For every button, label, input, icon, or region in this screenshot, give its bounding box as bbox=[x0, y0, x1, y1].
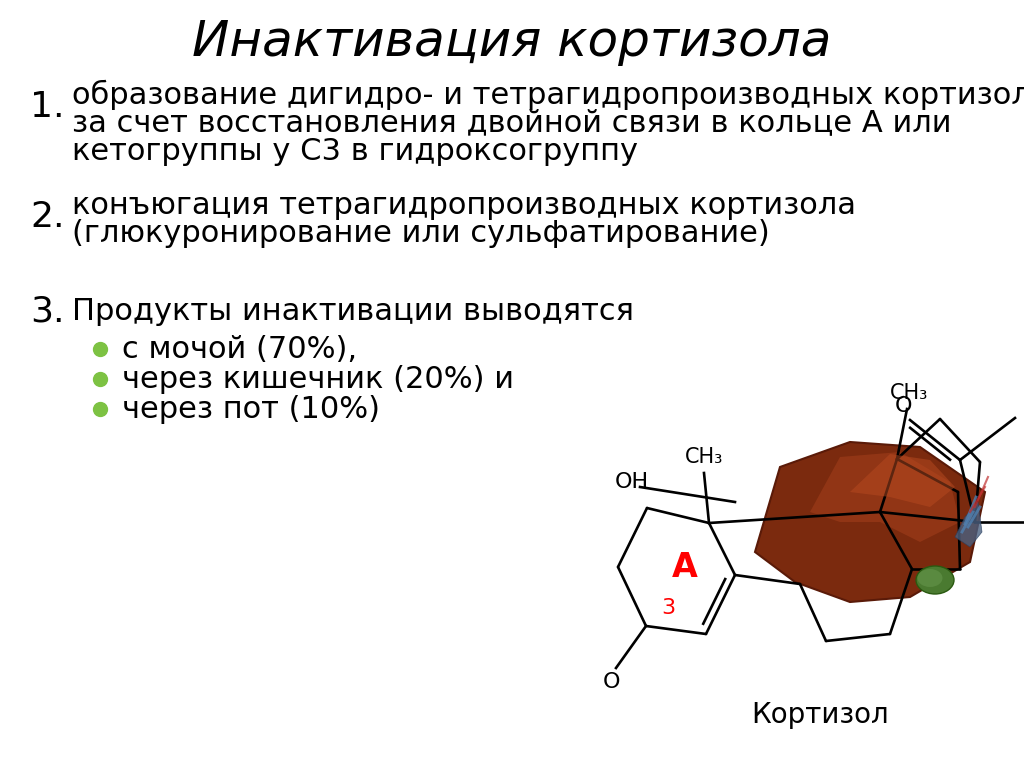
Polygon shape bbox=[955, 502, 982, 547]
Text: через пот (10%): через пот (10%) bbox=[122, 394, 380, 423]
Text: OH: OH bbox=[615, 472, 649, 492]
Text: 1.: 1. bbox=[30, 90, 65, 124]
Text: (глюкуронирование или сульфатирование): (глюкуронирование или сульфатирование) bbox=[72, 219, 770, 248]
Text: с мочой (70%),: с мочой (70%), bbox=[122, 334, 357, 364]
Text: кетогруппы у С3 в гидроксогруппу: кетогруппы у С3 в гидроксогруппу bbox=[72, 137, 638, 166]
Polygon shape bbox=[850, 454, 955, 507]
Text: конъюгация тетрагидропроизводных кортизола: конъюгация тетрагидропроизводных кортизо… bbox=[72, 190, 856, 219]
Ellipse shape bbox=[918, 569, 942, 587]
Text: CH₃: CH₃ bbox=[685, 447, 723, 467]
Text: O: O bbox=[895, 396, 912, 416]
Text: за счет восстановления двойной связи в кольце А или: за счет восстановления двойной связи в к… bbox=[72, 108, 951, 137]
Text: O: O bbox=[603, 672, 621, 692]
Text: 3.: 3. bbox=[30, 294, 65, 328]
Text: A: A bbox=[672, 551, 697, 584]
Text: через кишечник (20%) и: через кишечник (20%) и bbox=[122, 364, 514, 393]
Ellipse shape bbox=[916, 566, 954, 594]
Text: Кортизол: Кортизол bbox=[752, 701, 889, 729]
Text: 3: 3 bbox=[660, 598, 675, 618]
Polygon shape bbox=[755, 442, 985, 602]
Text: Инактивация кортизола: Инактивация кортизола bbox=[193, 18, 831, 66]
Text: образование дигидро- и тетрагидропроизводных кортизола: образование дигидро- и тетрагидропроизво… bbox=[72, 80, 1024, 110]
Text: Продукты инактивации выводятся: Продукты инактивации выводятся bbox=[72, 297, 634, 325]
Text: CH₃: CH₃ bbox=[890, 383, 928, 403]
Polygon shape bbox=[810, 452, 961, 542]
Text: 2.: 2. bbox=[30, 200, 65, 234]
